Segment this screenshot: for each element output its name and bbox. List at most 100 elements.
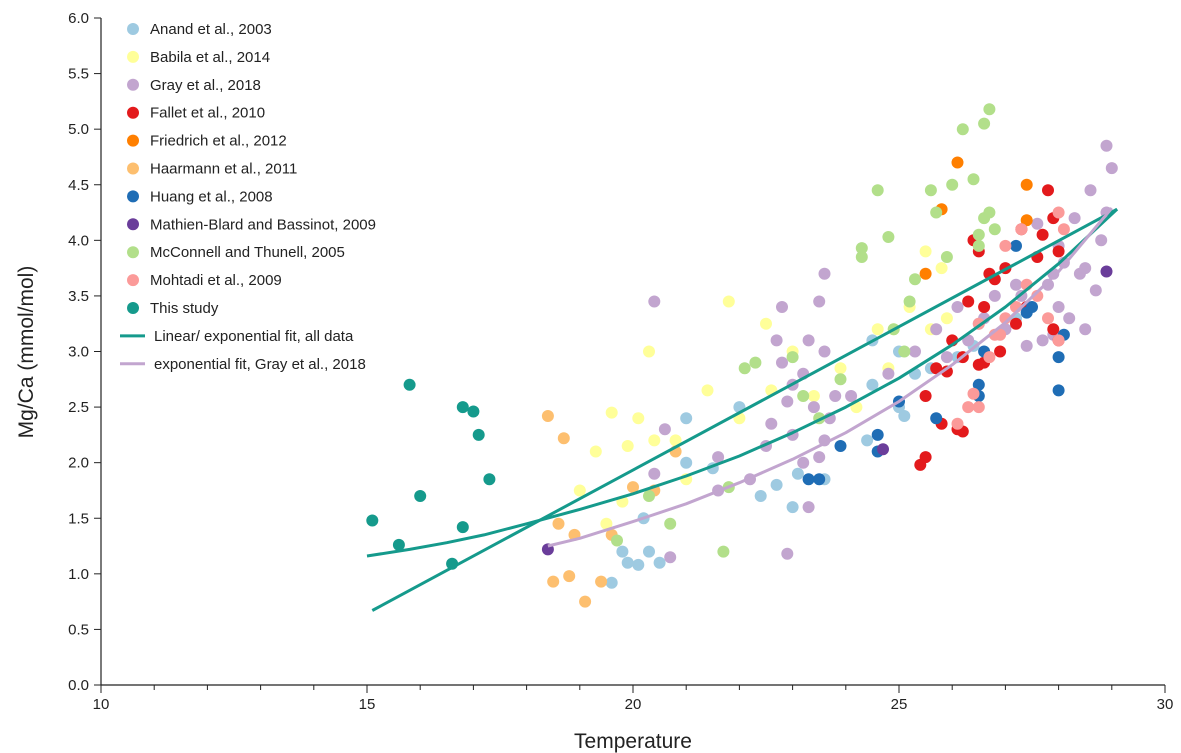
x-tick-label: 10 [93, 696, 110, 713]
y-tick-label: 5.0 [68, 121, 89, 138]
data-point [754, 490, 767, 502]
legend: Anand et al., 2003 Babila et al., 2014 Gra… [120, 21, 376, 373]
data-point [1031, 217, 1044, 230]
data-point [1068, 212, 1081, 225]
data-point [403, 378, 416, 391]
data-point [765, 417, 778, 430]
data-point [616, 545, 629, 558]
data-point [786, 501, 799, 514]
data-point [589, 445, 602, 458]
legend-label: Friedrich et al., 2012 [150, 133, 287, 150]
legend-label: McConnell and Thunell, 2005 [150, 244, 345, 261]
legend-label: Babila et al., 2014 [150, 49, 270, 66]
data-point [664, 517, 677, 530]
data-point [871, 184, 884, 197]
data-point [595, 575, 608, 588]
data-point [653, 556, 666, 569]
data-point [717, 545, 730, 558]
y-tick-label: 4.0 [68, 232, 89, 249]
data-point [871, 323, 884, 336]
data-point [1100, 139, 1113, 152]
x-tick-label: 15 [359, 696, 376, 713]
data-point [552, 517, 565, 530]
data-point [962, 401, 975, 414]
data-point [648, 434, 661, 447]
data-point [882, 231, 895, 243]
legend-marker [127, 246, 139, 259]
data-point [1063, 312, 1076, 325]
data-point [978, 301, 991, 313]
data-point [940, 251, 953, 263]
data-point [1079, 323, 1092, 336]
data-point [930, 362, 943, 375]
data-point [760, 317, 772, 330]
data-point [664, 551, 677, 564]
legend-label: Linear/ exponential fit, all data [154, 328, 354, 345]
series-group [648, 139, 1118, 564]
data-point [781, 395, 794, 408]
data-point [680, 412, 693, 425]
data-point [988, 289, 1001, 302]
data-point [770, 478, 783, 491]
data-point [983, 206, 996, 219]
data-point [834, 440, 847, 452]
data-point [877, 443, 889, 456]
data-point [930, 412, 943, 425]
data-point [643, 345, 655, 358]
legend-label: Mathien-Blard and Bassinot, 2009 [150, 216, 376, 233]
y-axis-title: Mg/Ca (mmol/mol) [15, 266, 38, 439]
data-points [366, 103, 1118, 608]
x-axis-title: Temperature [574, 730, 692, 753]
legend-marker [127, 302, 139, 314]
legend-marker [127, 78, 139, 91]
data-point [776, 301, 788, 313]
data-point [632, 558, 645, 571]
data-point [924, 184, 937, 197]
data-point [483, 473, 496, 486]
data-point [967, 387, 980, 400]
data-point [414, 490, 427, 502]
data-point [797, 390, 810, 402]
data-point [1015, 223, 1028, 236]
data-point [919, 267, 932, 280]
data-point [909, 345, 921, 358]
legend-marker [127, 50, 139, 63]
legend-marker [127, 106, 139, 119]
data-point [547, 575, 560, 588]
data-point [930, 323, 943, 336]
data-point [940, 312, 953, 325]
data-point [392, 538, 405, 551]
y-tick-label: 1.0 [68, 566, 89, 583]
data-point [749, 356, 762, 369]
data-point [1105, 162, 1118, 175]
legend-label: Mohtadi et al., 2009 [150, 272, 282, 289]
data-point [1020, 339, 1033, 352]
data-point [1089, 284, 1102, 297]
data-point [621, 440, 634, 452]
legend-label: This study [150, 300, 219, 317]
y-tick-label: 0.5 [68, 621, 89, 638]
data-point [573, 484, 586, 497]
data-point [1084, 184, 1097, 197]
data-point [786, 351, 799, 364]
data-point [627, 481, 639, 494]
data-point [940, 365, 953, 378]
data-point [579, 595, 592, 608]
series-group [919, 156, 1033, 280]
data-point [472, 428, 485, 441]
data-point [994, 328, 1007, 341]
data-point [807, 401, 820, 414]
data-point [722, 295, 735, 308]
data-point [1020, 214, 1033, 227]
data-point [829, 390, 842, 402]
x-tick-label: 25 [891, 696, 908, 713]
data-point [712, 451, 725, 464]
data-point [669, 434, 682, 447]
data-point [467, 405, 480, 418]
data-point [882, 367, 895, 380]
legend-label: Fallet et al., 2010 [150, 105, 265, 122]
data-point [366, 514, 379, 527]
data-point [871, 428, 884, 441]
data-point [781, 547, 794, 560]
data-point [946, 178, 959, 191]
